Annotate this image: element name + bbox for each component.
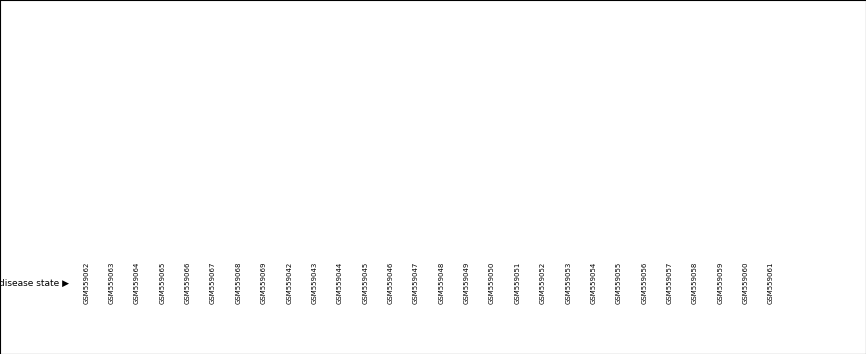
- Bar: [485, 104, 499, 112]
- Text: GSM559065: GSM559065: [159, 262, 165, 304]
- Text: GSM559052: GSM559052: [540, 262, 546, 304]
- Bar: [206, 104, 220, 114]
- Text: GSM559042: GSM559042: [286, 262, 292, 304]
- Point: [105, 183, 119, 189]
- Point: [561, 159, 575, 165]
- FancyBboxPatch shape: [74, 262, 302, 305]
- Text: transformed count: transformed count: [100, 311, 191, 321]
- Text: GSM559060: GSM559060: [743, 262, 749, 304]
- Point: [485, 112, 499, 118]
- Point: [586, 183, 600, 189]
- Bar: [435, 91, 449, 104]
- Point: [688, 98, 701, 103]
- Point: [612, 112, 626, 118]
- Text: GSM559053: GSM559053: [565, 262, 572, 304]
- Text: GSM559044: GSM559044: [337, 262, 343, 304]
- Text: GSM559067: GSM559067: [210, 262, 216, 304]
- Text: GSM559057: GSM559057: [667, 262, 673, 304]
- Text: GSM559056: GSM559056: [641, 262, 647, 304]
- Text: GSM559059: GSM559059: [717, 262, 723, 304]
- Text: GSM559069: GSM559069: [261, 262, 267, 304]
- Bar: [307, 104, 321, 225]
- Text: GSM559043: GSM559043: [312, 262, 318, 304]
- Text: GSM559054: GSM559054: [591, 262, 597, 304]
- Text: GSM559066: GSM559066: [184, 262, 191, 304]
- Text: GSM559063: GSM559063: [108, 262, 114, 304]
- Point: [130, 183, 144, 189]
- Point: [714, 159, 727, 165]
- Bar: [257, 69, 271, 104]
- Bar: [662, 72, 676, 104]
- Text: pCR: pCR: [177, 278, 199, 288]
- Bar: [510, 56, 525, 104]
- Bar: [130, 104, 144, 122]
- Bar: [359, 91, 372, 104]
- Bar: [586, 104, 600, 219]
- Point: [510, 69, 524, 75]
- Text: GSM559051: GSM559051: [514, 262, 520, 304]
- Bar: [409, 104, 423, 105]
- Text: GSM559045: GSM559045: [362, 262, 368, 304]
- Bar: [612, 89, 626, 104]
- Point: [637, 98, 651, 103]
- Bar: [333, 104, 347, 122]
- Bar: [282, 104, 296, 225]
- Bar: [80, 104, 94, 130]
- Point: [460, 136, 474, 141]
- Point: [206, 131, 220, 137]
- Text: percentile rank within the sample: percentile rank within the sample: [100, 331, 266, 341]
- Point: [536, 136, 550, 141]
- Text: GSM559050: GSM559050: [489, 262, 495, 304]
- Point: [80, 223, 94, 229]
- Point: [333, 88, 346, 94]
- Point: [662, 81, 676, 87]
- Text: GSM559049: GSM559049: [463, 262, 469, 304]
- Point: [764, 69, 778, 75]
- Point: [435, 159, 449, 165]
- FancyBboxPatch shape: [302, 262, 784, 305]
- Text: GSM559046: GSM559046: [388, 262, 394, 304]
- Bar: [739, 56, 753, 104]
- Text: pPR: pPR: [532, 278, 553, 288]
- Point: [359, 88, 372, 94]
- Bar: [231, 104, 245, 112]
- Point: [156, 183, 170, 189]
- Point: [384, 117, 397, 122]
- Text: GSM559058: GSM559058: [692, 262, 698, 304]
- Point: [307, 207, 321, 212]
- Bar: [764, 27, 778, 104]
- Bar: [384, 104, 397, 108]
- Point: [739, 69, 753, 75]
- Text: GSM559064: GSM559064: [134, 262, 140, 304]
- Text: GSM559055: GSM559055: [616, 262, 622, 304]
- Point: [181, 131, 195, 137]
- Text: GSM559047: GSM559047: [413, 262, 419, 304]
- Point: [257, 81, 271, 87]
- Text: GSM559061: GSM559061: [768, 262, 774, 304]
- Bar: [155, 104, 170, 117]
- Bar: [637, 101, 651, 104]
- Bar: [714, 91, 727, 104]
- Bar: [536, 104, 550, 120]
- Point: [231, 131, 245, 137]
- Text: disease state ▶: disease state ▶: [0, 279, 69, 287]
- Bar: [460, 104, 474, 114]
- Point: [596, 251, 610, 256]
- Point: [282, 207, 296, 212]
- Bar: [688, 83, 702, 104]
- Text: GSM559048: GSM559048: [438, 262, 444, 304]
- Text: GSM559068: GSM559068: [236, 262, 242, 304]
- Point: [409, 223, 423, 229]
- Bar: [87, 309, 97, 324]
- Bar: [181, 104, 195, 118]
- Text: GSM559062: GSM559062: [83, 262, 89, 304]
- Bar: [105, 104, 119, 175]
- Bar: [561, 104, 575, 225]
- Title: GDS3721 / 201891_s_at: GDS3721 / 201891_s_at: [358, 11, 500, 24]
